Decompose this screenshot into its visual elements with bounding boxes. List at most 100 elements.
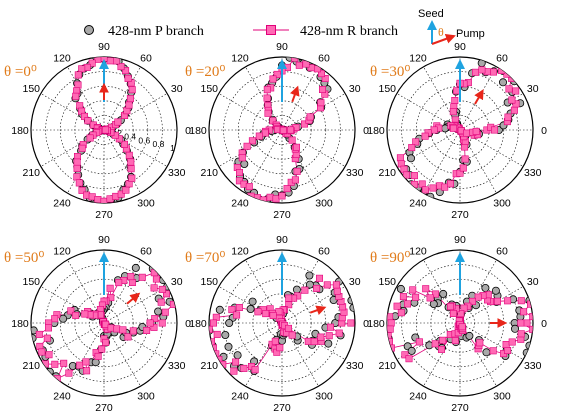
grid-spoke [103, 129, 141, 194]
p-branch-point [347, 296, 355, 305]
r-branch-point [347, 319, 355, 327]
angle-tick-label: 210 [22, 360, 40, 372]
series-group [396, 59, 525, 201]
legend-r-label: 428-nm R branch [300, 24, 398, 39]
r-branch-point [106, 57, 114, 65]
r-branch-point [125, 101, 133, 109]
angle-tick-label: 240 [409, 198, 427, 210]
r-branch-point [310, 338, 318, 346]
grid-spoke [423, 66, 461, 131]
r-branch-point [323, 281, 331, 289]
r-branch-point [293, 167, 301, 175]
angle-tick-label: 60 [318, 52, 330, 64]
angle-tick-label: 210 [200, 360, 218, 372]
r-branch-point [128, 174, 136, 182]
r-branch-point [106, 284, 114, 292]
theta-label: θ =90⁰ [370, 250, 410, 266]
r-branch-point [84, 117, 92, 125]
grid-spoke [281, 129, 346, 167]
r-branch-point [431, 340, 439, 348]
angle-tick-label: 300 [137, 198, 155, 210]
p-branch-point [396, 284, 405, 293]
r-branch-point [157, 298, 165, 306]
r-branch-point [53, 375, 61, 383]
p-branch-point [429, 299, 438, 308]
angle-tick-label: 180 [189, 318, 207, 330]
r-branch-point [504, 346, 512, 354]
angle-tick-label: 0 [541, 318, 547, 330]
angle-tick-label: 30 [349, 83, 361, 95]
r-branch-point [288, 136, 296, 144]
grid-spoke [67, 259, 105, 324]
r-branch-point [143, 326, 151, 334]
r-branch-point [300, 120, 308, 128]
angle-tick-label: 120 [409, 245, 427, 257]
r-branch-point [508, 338, 516, 346]
grid-spoke [40, 129, 105, 167]
series-group [31, 263, 177, 383]
r-branch-point [332, 281, 340, 289]
angle-tick-label: 330 [346, 360, 364, 372]
angle-tick-label: 180 [11, 125, 29, 137]
angle-tick-label: 300 [493, 391, 511, 403]
r-branch-point [393, 302, 401, 310]
angle-tick-label: 90 [454, 234, 466, 246]
angle-tick-label: 90 [98, 234, 110, 246]
r-branch-point [449, 124, 457, 132]
p-branch-point [224, 342, 233, 351]
r-branch-point [264, 109, 272, 117]
pump-arrow [126, 292, 141, 305]
r-branch-point [400, 165, 408, 173]
r-branch-point [325, 332, 333, 340]
angle-tick-label: 300 [493, 198, 511, 210]
r-branch-point [512, 100, 520, 108]
r-branch-point [429, 184, 437, 192]
r-branch-point [124, 333, 132, 341]
r-branch-point [412, 293, 420, 301]
p-branch-point [406, 154, 415, 163]
r-branch-point [520, 308, 528, 316]
p-branch-point [482, 348, 491, 357]
theta-label: θ =50⁰ [4, 250, 44, 266]
r-branch-point [76, 361, 84, 369]
r-branch-point [403, 300, 411, 308]
p-branch-point [240, 159, 249, 168]
grid-spoke [459, 129, 524, 167]
r-branch-point [269, 75, 277, 83]
r-branch-point [526, 300, 533, 308]
radial-tick-label: 0.4 [124, 132, 136, 142]
r-branch-point [150, 284, 158, 292]
angle-tick-label: 300 [137, 391, 155, 403]
p-branch-point [248, 297, 257, 306]
p-branch-point [305, 271, 314, 280]
legend-p-label: 428-nm P branch [108, 24, 204, 39]
inset-seed-label: Seed [418, 8, 444, 20]
p-branch-point [407, 346, 416, 355]
r-branch-point [387, 325, 394, 333]
p-branch-point [439, 289, 448, 298]
r-branch-point [478, 66, 486, 74]
r-branch-point [209, 338, 216, 346]
r-branch-point [474, 293, 482, 301]
angle-tick-label: 330 [524, 360, 542, 372]
r-branch-point [236, 169, 244, 177]
r-branch-point [100, 57, 108, 62]
r-branch-point [301, 286, 309, 294]
polar-panel-1: 0 30 60 90 120 150 180 210 240 270 300 330 θ =20⁰ [185, 41, 369, 221]
r-branch-point [291, 176, 299, 184]
r-branch-point [228, 306, 236, 314]
angle-tick-label: 30 [527, 83, 539, 95]
r-branch-point [278, 192, 286, 200]
r-branch-point [409, 286, 417, 294]
r-branch-point [78, 186, 86, 194]
r-branch-point [230, 367, 238, 375]
r-branch-point [44, 324, 52, 332]
r-branch-point [446, 180, 454, 188]
r-branch-point [410, 180, 418, 188]
r-branch-point [72, 311, 80, 319]
angle-tick-label: 270 [451, 402, 469, 414]
polar-panel-2: 0 30 60 90 120 150 180 210 240 270 300 330 θ =30⁰ [367, 41, 547, 221]
polar-panel-4: 0 30 60 90 120 150 180 210 240 270 300 330 θ =70⁰ [185, 234, 369, 414]
grid-circle [59, 85, 149, 175]
r-branch-point [35, 330, 43, 338]
